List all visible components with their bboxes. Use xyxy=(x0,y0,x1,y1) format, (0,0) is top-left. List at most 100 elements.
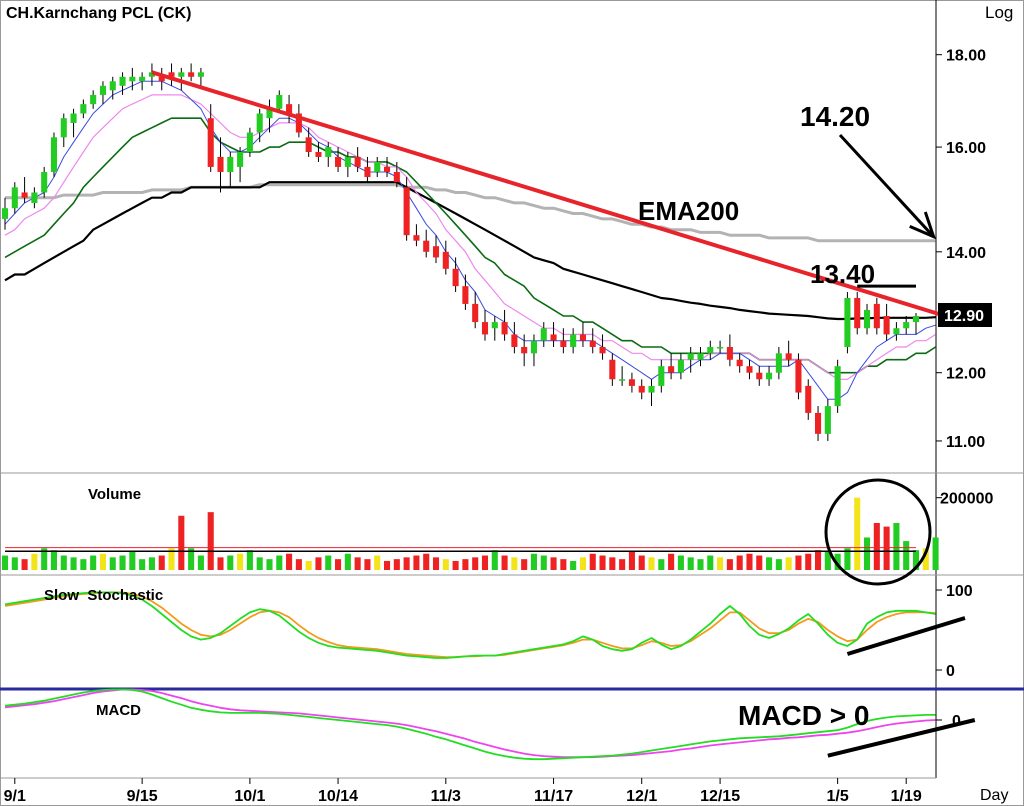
volume-bar xyxy=(237,553,244,570)
candle-body xyxy=(158,76,165,82)
candle-body xyxy=(237,151,244,167)
volume-bar xyxy=(785,557,792,570)
macd-signal-line xyxy=(4,688,936,759)
volume-bar xyxy=(344,553,351,570)
candle-body xyxy=(717,346,724,349)
volume-bar xyxy=(31,553,38,570)
volume-bar xyxy=(21,559,28,570)
candle-body xyxy=(824,406,831,434)
candle-body xyxy=(530,340,538,354)
x-tick-label: 12/1 xyxy=(626,788,657,805)
stochastic-tick-label: 100 xyxy=(946,583,973,600)
macd-title: MACD xyxy=(96,702,141,719)
volume-bar xyxy=(726,559,733,570)
volume-bar xyxy=(129,551,136,570)
candle-body xyxy=(883,315,890,335)
candle-body xyxy=(560,340,567,347)
macd-divergence-line xyxy=(827,718,976,758)
candle-body xyxy=(80,104,87,114)
candle-body xyxy=(863,309,871,329)
macd-panel: 0 xyxy=(4,688,976,761)
candle-body xyxy=(501,322,508,335)
candle-body xyxy=(31,192,38,203)
candle-body xyxy=(677,359,684,373)
chart-title: CH.Karnchang PCL (CK) xyxy=(6,5,192,22)
candle-body xyxy=(511,334,518,347)
volume-bar xyxy=(168,548,175,570)
macd-line xyxy=(4,688,936,761)
volume-bar xyxy=(589,553,596,570)
candle-body xyxy=(442,251,449,269)
volume-bar xyxy=(570,560,577,570)
volume-bar xyxy=(354,557,361,570)
volume-bar xyxy=(511,557,518,570)
volume-bar xyxy=(530,553,538,570)
volume-bar xyxy=(60,555,67,570)
macd-tick-label: 0 xyxy=(952,713,961,730)
volume-bar xyxy=(893,523,900,570)
candle-body xyxy=(50,137,58,172)
candle-body xyxy=(383,166,391,172)
volume-bar xyxy=(403,557,410,570)
ema200-line xyxy=(5,183,936,243)
volume-bar xyxy=(217,557,224,570)
candle-body xyxy=(766,372,773,380)
candle-body xyxy=(364,166,371,178)
x-tick-label: 12/15 xyxy=(700,788,740,805)
volume-bar xyxy=(325,555,332,570)
volume-bar xyxy=(677,555,684,570)
volume-bar xyxy=(246,550,253,570)
ema-green-line xyxy=(4,117,937,374)
candle-body xyxy=(286,104,293,114)
volume-bar xyxy=(99,553,106,570)
candle-body xyxy=(462,286,469,304)
ema200-label: EMA200 xyxy=(638,196,739,226)
volume-bar xyxy=(413,555,420,570)
candle-body xyxy=(589,340,596,347)
ema-black-line xyxy=(4,181,936,321)
candle-body xyxy=(276,94,283,109)
volume-bar xyxy=(11,557,18,570)
stochastic-tick-label: 0 xyxy=(946,663,955,680)
x-axis: 9/1 9/15 10/1 10/14 11/3 11/17 12/1 12/15 1/5 1/1… xyxy=(4,778,922,805)
candle-body xyxy=(413,235,420,241)
price-tick-label: 14.00 xyxy=(946,245,986,262)
candle-body xyxy=(726,346,733,360)
candle-body xyxy=(393,171,400,183)
volume-bar xyxy=(374,555,381,570)
volume-bar xyxy=(883,526,890,570)
candle-body xyxy=(628,379,635,386)
volume-bar xyxy=(491,550,498,570)
volume-bar xyxy=(863,537,871,570)
x-tick-label: 9/15 xyxy=(127,788,158,805)
volume-bar xyxy=(442,559,449,570)
volume-bar xyxy=(335,559,342,570)
volume-bar xyxy=(844,548,851,570)
candle-body xyxy=(109,81,116,91)
candle-body xyxy=(521,346,528,354)
candle-body xyxy=(579,334,586,341)
candle-body xyxy=(423,240,430,252)
volume-bar xyxy=(854,497,861,570)
candle-body xyxy=(903,322,910,329)
candle-body xyxy=(325,147,332,157)
candle-body xyxy=(315,151,322,157)
candle-body xyxy=(354,156,361,167)
volume-bar xyxy=(364,559,371,570)
volume-bar xyxy=(795,555,802,570)
volume-bar xyxy=(824,551,831,570)
downtrend-line xyxy=(151,70,946,318)
scale-label: Log xyxy=(985,3,1013,22)
candle-body xyxy=(335,156,342,167)
candle-body xyxy=(452,268,459,287)
volume-bar xyxy=(109,557,116,570)
price-tick-label: 16.00 xyxy=(946,140,986,157)
candle-body xyxy=(834,366,841,407)
candle-body xyxy=(550,334,557,341)
volume-bar xyxy=(560,559,567,570)
volume-bar xyxy=(178,515,185,570)
resistance-label: 13.40 xyxy=(810,259,875,289)
volume-bar xyxy=(521,559,528,570)
candle-body xyxy=(599,346,606,354)
price-tick-label: 12.00 xyxy=(946,366,986,383)
